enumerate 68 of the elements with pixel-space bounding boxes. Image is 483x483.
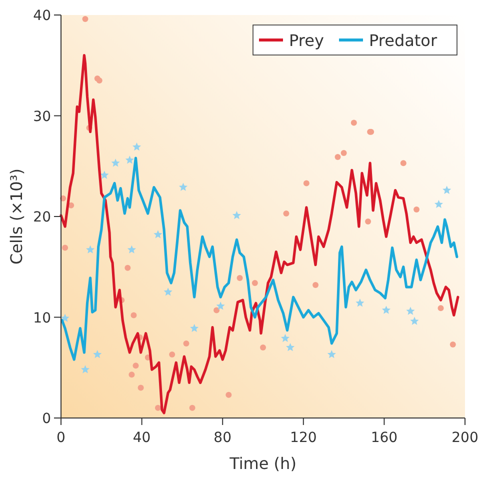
- point: [232, 210, 242, 220]
- point: [190, 324, 199, 332]
- point: [303, 180, 310, 186]
- x-tick-label: 40: [132, 430, 151, 446]
- point: [60, 314, 70, 322]
- y-tick-label: 30: [33, 108, 51, 125]
- point: [252, 280, 258, 286]
- point: [154, 404, 161, 411]
- point: [127, 245, 136, 254]
- x-tick-label: 160: [370, 430, 398, 446]
- point: [356, 298, 364, 307]
- point: [189, 404, 196, 411]
- point: [130, 312, 137, 318]
- point: [414, 206, 420, 212]
- point: [406, 306, 415, 315]
- point: [62, 244, 68, 251]
- y-tick-label: 10: [33, 310, 51, 326]
- legend-label: Predator: [369, 31, 438, 50]
- y-tick-label: 40: [33, 8, 51, 24]
- point: [138, 384, 144, 391]
- point: [410, 316, 419, 325]
- point: [312, 282, 319, 288]
- point: [286, 342, 295, 352]
- point: [450, 341, 456, 348]
- point: [400, 160, 406, 166]
- point: [350, 120, 357, 126]
- point: [438, 305, 444, 312]
- point: [125, 156, 134, 164]
- x-tick-label: 200: [452, 430, 478, 446]
- point: [365, 218, 372, 225]
- point: [164, 288, 172, 296]
- point: [236, 274, 243, 281]
- y-tick-label: 20: [33, 210, 51, 226]
- point: [100, 170, 109, 179]
- x-axis-title: Time (h): [228, 454, 296, 473]
- point: [124, 264, 131, 271]
- point: [154, 230, 162, 238]
- point: [93, 350, 102, 358]
- point: [382, 306, 390, 314]
- point: [340, 150, 347, 156]
- point: [442, 186, 452, 194]
- point: [216, 302, 225, 310]
- point: [183, 340, 190, 346]
- line-series: [60, 54, 460, 414]
- point: [260, 344, 266, 350]
- point: [178, 182, 188, 191]
- point: [128, 372, 135, 378]
- point: [280, 334, 290, 342]
- point: [82, 16, 88, 22]
- point: [334, 154, 341, 160]
- point: [434, 200, 444, 208]
- y-axis-title: Cells (×10³): [7, 168, 26, 264]
- x-tick-label: 120: [290, 430, 317, 446]
- x-tick-label: 80: [214, 430, 232, 446]
- point: [214, 307, 220, 314]
- point: [132, 362, 139, 369]
- point: [80, 365, 90, 374]
- legend-label: Prey: [289, 31, 324, 50]
- point: [327, 350, 336, 358]
- point: [111, 158, 120, 167]
- point: [86, 245, 95, 254]
- y-tick-label: 0: [42, 411, 51, 427]
- point: [132, 142, 142, 151]
- x-tick-label: 0: [56, 430, 66, 446]
- point: [226, 392, 232, 398]
- point: [283, 210, 290, 216]
- line-series: [60, 156, 458, 361]
- point: [169, 352, 176, 358]
